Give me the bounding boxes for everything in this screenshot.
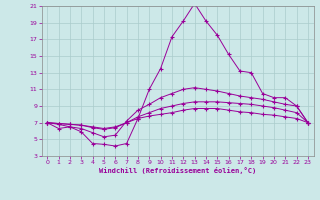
X-axis label: Windchill (Refroidissement éolien,°C): Windchill (Refroidissement éolien,°C): [99, 167, 256, 174]
